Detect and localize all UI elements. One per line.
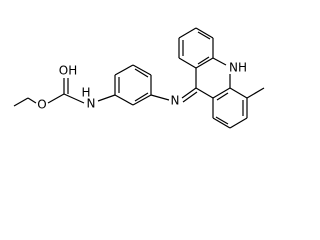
bond — [182, 91, 198, 103]
atom-label: OH — [59, 64, 77, 78]
bond — [197, 56, 210, 65]
bond — [132, 64, 152, 76]
atom-label: N — [87, 97, 96, 111]
bond — [13, 97, 29, 107]
bonds — [13, 27, 265, 129]
bond — [134, 68, 149, 78]
atom-label: N — [171, 94, 180, 108]
bond — [246, 87, 265, 99]
bond — [63, 93, 85, 104]
molecule-diagram: OH O H N N NH — [13, 27, 265, 129]
bond — [195, 87, 214, 99]
bond — [195, 57, 214, 69]
bond — [197, 31, 211, 40]
atom-label: O — [37, 98, 46, 112]
bond — [97, 94, 116, 102]
bond — [216, 92, 229, 101]
bond — [150, 94, 170, 101]
bond — [212, 57, 227, 66]
bond — [134, 92, 149, 102]
bond — [27, 97, 37, 104]
bond — [212, 87, 231, 99]
bond — [114, 64, 134, 76]
bond — [212, 117, 231, 129]
bond — [181, 87, 197, 99]
bond — [195, 27, 214, 39]
bond — [229, 87, 248, 99]
bond — [178, 27, 197, 39]
bond — [114, 94, 134, 106]
atom-label: NH — [229, 61, 247, 75]
bond — [178, 57, 197, 69]
bond — [229, 117, 248, 129]
bond — [47, 93, 65, 104]
bond — [215, 116, 229, 125]
bond — [132, 94, 152, 106]
atom-label: H — [81, 86, 90, 100]
atom-labels: OH O H N N NH — [37, 61, 247, 112]
